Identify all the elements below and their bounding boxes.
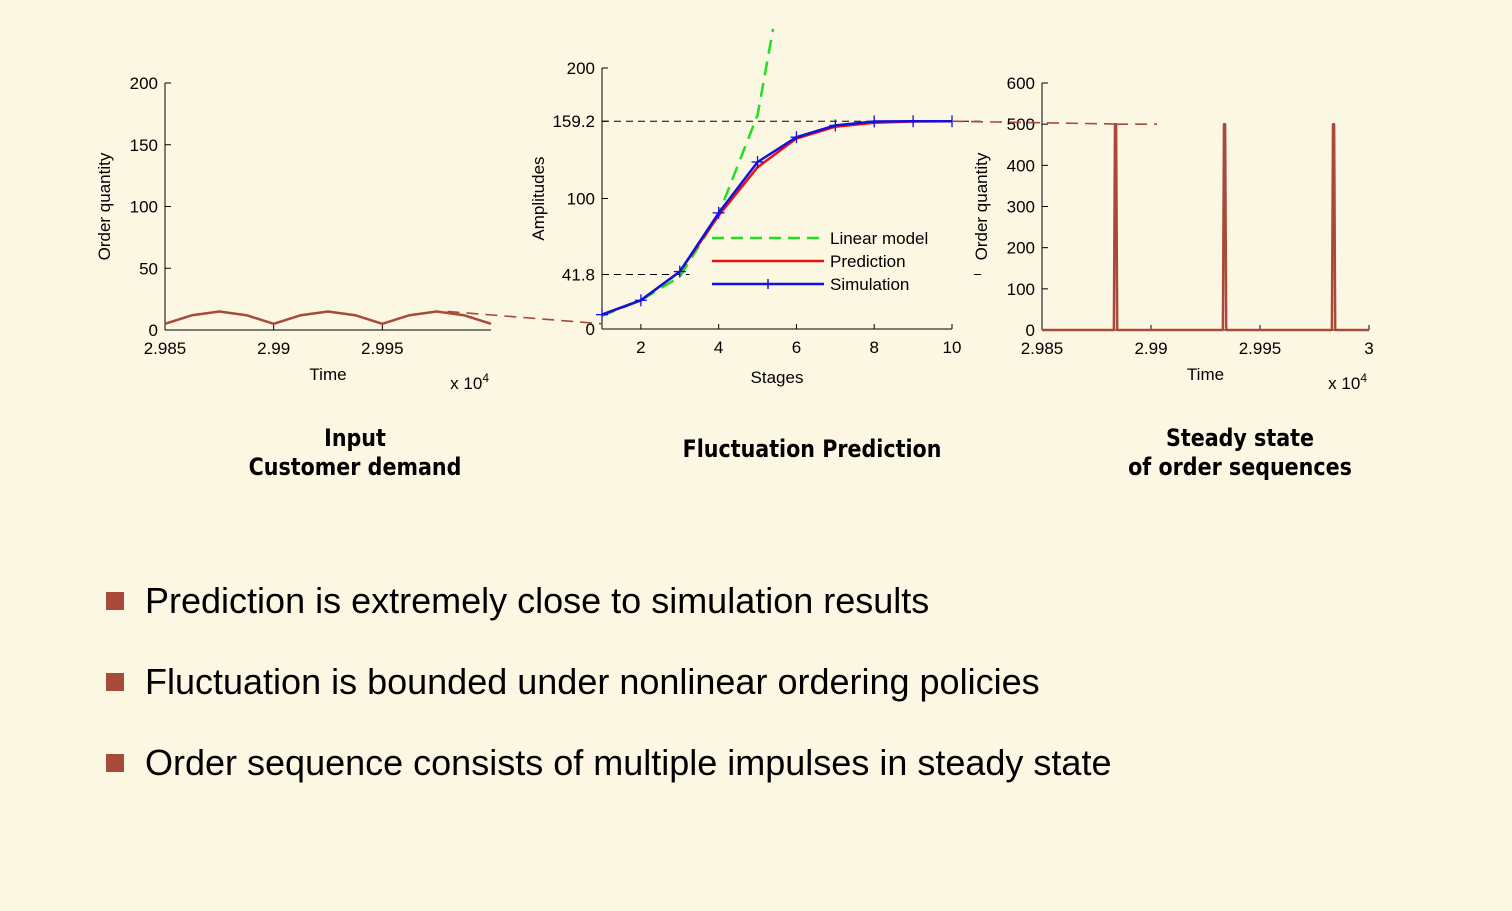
x-tick-label: 3 — [1364, 339, 1373, 358]
y-tick-label: 50 — [139, 259, 158, 278]
x-tick-label: 2.985 — [1021, 339, 1064, 358]
series-line — [164, 310, 492, 326]
legend-label: Simulation — [830, 275, 909, 294]
y-axis-label: Order quantity — [95, 152, 114, 260]
bullet-item: Prediction is extremely close to simulat… — [106, 576, 1111, 657]
legend-label: Linear model — [830, 229, 928, 248]
y-tick-label: 300 — [1007, 198, 1035, 217]
caption-input: Input Customer demand — [226, 424, 484, 482]
legend-label: Prediction — [830, 252, 906, 271]
series-line — [601, 119, 952, 316]
x-tick-label: 2.99 — [257, 339, 290, 358]
x-multiplier-label: x 104 — [1328, 371, 1367, 393]
caption-line: Customer demand — [248, 453, 462, 481]
x-multiplier-label: x 104 — [450, 371, 489, 393]
y-axis-label: Order quantity — [972, 152, 991, 260]
y-tick-label: 150 — [130, 136, 158, 155]
y-tick-label: 200 — [567, 59, 595, 78]
y-tick-label: 200 — [130, 74, 158, 93]
caption-line: Fluctuation Prediction — [682, 435, 942, 463]
x-tick-label: 10 — [943, 338, 962, 357]
y-tick-label: 200 — [1007, 239, 1035, 258]
y-tick-label: 100 — [130, 198, 158, 217]
bullet-text: Order sequence consists of multiple impu… — [145, 742, 1112, 783]
y-tick-label: 100 — [567, 190, 595, 209]
square-bullet-icon — [106, 592, 124, 610]
x-tick-label: 6 — [792, 338, 801, 357]
series-line — [1042, 122, 1369, 332]
caption-steady-state: Steady state of order sequences — [1111, 424, 1369, 482]
x-tick-label: 2.985 — [144, 339, 187, 358]
bullet-item: Order sequence consists of multiple impu… — [106, 738, 1111, 819]
x-axis-label: Time — [309, 365, 346, 384]
x-axis-label: Stages — [751, 368, 804, 387]
caption-line: Input — [324, 424, 386, 452]
caption-fluctuation-prediction: Fluctuation Prediction — [640, 435, 984, 464]
legend: Linear model Prediction Simulation — [689, 207, 971, 314]
caption-line: Steady state — [1165, 424, 1315, 452]
square-bullet-icon — [106, 673, 124, 691]
bullet-list: Prediction is extremely close to simulat… — [106, 576, 1111, 819]
y-axis-label: Amplitudes — [529, 156, 548, 240]
x-tick-label: 2 — [636, 338, 645, 357]
y-tick-label: 0 — [586, 320, 595, 339]
x-tick-label: 2.995 — [361, 339, 404, 358]
connector-line — [951, 120, 1125, 125]
x-tick-label: 4 — [714, 338, 723, 357]
bullet-item: Fluctuation is bounded under nonlinear o… — [106, 657, 1111, 738]
bullet-text: Prediction is extremely close to simulat… — [145, 580, 930, 621]
connector-line — [447, 310, 603, 325]
y-tick-label: 159.2 — [552, 112, 595, 131]
y-tick-label: 0 — [149, 321, 158, 340]
x-tick-label: 8 — [869, 338, 878, 357]
y-tick-label: 0 — [1026, 321, 1035, 340]
y-tick-label: 41.8 — [562, 265, 595, 284]
x-tick-label: 2.995 — [1239, 339, 1282, 358]
y-tick-label: 600 — [1007, 74, 1035, 93]
y-tick-label: 500 — [1007, 115, 1035, 134]
square-bullet-icon — [106, 754, 124, 772]
x-axis-label: Time — [1187, 365, 1224, 384]
bullet-text: Fluctuation is bounded under nonlinear o… — [145, 661, 1040, 702]
y-tick-label: 400 — [1007, 156, 1035, 175]
caption-line: of order sequences — [1128, 453, 1352, 481]
y-tick-label: 100 — [1007, 280, 1035, 299]
x-tick-label: 2.99 — [1134, 339, 1167, 358]
